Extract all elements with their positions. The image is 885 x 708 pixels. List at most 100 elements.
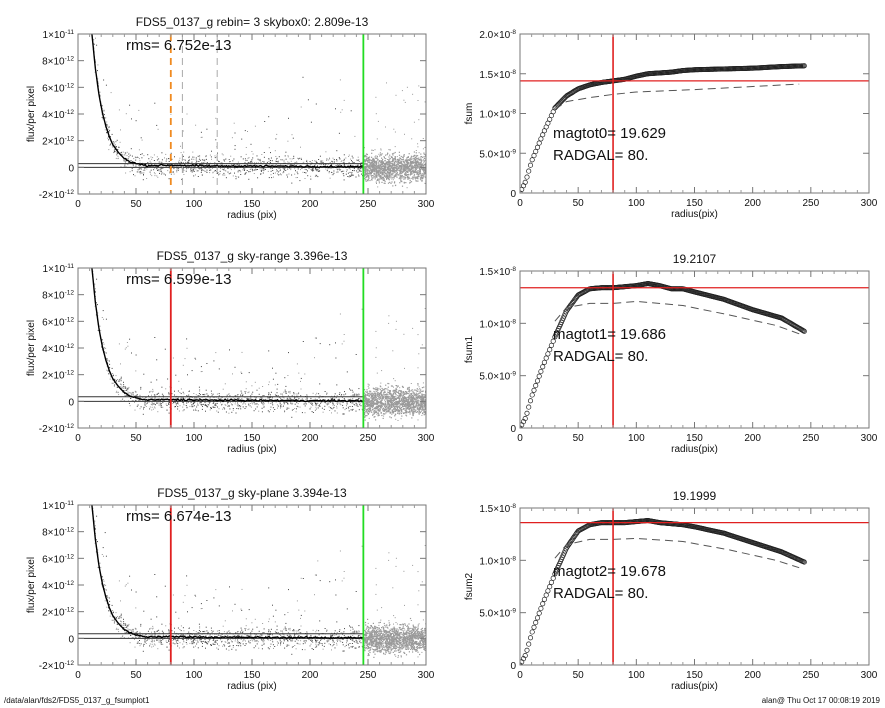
scatter-point [240,156,242,158]
scatter-point [234,168,236,170]
scatter-point [395,159,397,161]
scatter-point [368,174,370,176]
scatter-point [403,99,405,101]
scatter-point [368,394,370,396]
scatter-point [404,159,406,161]
scatter-point [359,404,361,406]
scatter-point [256,406,258,408]
scatter-point [169,401,171,403]
scatter-point [237,394,239,396]
scatter-point [295,411,297,413]
scatter-point [274,150,276,152]
scatter-point [332,157,334,159]
scatter-point [364,159,366,161]
scatter-point [387,177,389,179]
scatter-point [220,402,222,404]
scatter-point [259,160,261,162]
scatter-point [202,405,203,407]
scatter-point [410,383,412,384]
scatter-point [300,395,302,397]
scatter-point [301,167,303,169]
scatter-point [394,164,396,166]
scatter-point [370,172,372,174]
scatter-point [218,368,220,370]
scatter-point [386,154,388,156]
scatter-point [304,403,306,405]
scatter-point [422,394,424,396]
scatter-point [315,403,316,404]
scatter-point [394,409,396,411]
scatter-point [262,395,263,397]
scatter-point [322,162,324,163]
scatter-point [142,397,144,399]
scatter-point [392,160,394,162]
scatter-point [396,397,398,399]
scatter-point [205,404,207,406]
scatter-point [206,171,208,173]
scatter-point [249,405,251,407]
scatter-point [418,172,420,174]
scatter-point [250,168,252,170]
scatter-point [234,403,236,405]
scatter-point [188,162,189,164]
scatter-point [396,176,398,178]
scatter-point [405,170,407,172]
scatter-point [342,170,344,172]
scatter-point [109,378,111,380]
scatter-point [250,406,252,408]
scatter-point [424,173,426,175]
scatter-point [402,161,404,163]
scatter-point [172,403,174,404]
scatter-point [419,178,422,180]
scatter-point [173,399,175,401]
scatter-point [388,165,390,167]
scatter-point [340,171,342,173]
scatter-point [253,402,255,404]
scatter-point [108,139,110,141]
scatter-point [198,167,200,169]
scatter-point [419,169,422,171]
scatter-point [102,310,104,312]
scatter-point [404,168,406,170]
scatter-point [364,175,366,177]
scatter-point [350,409,352,411]
scatter-point [385,165,387,167]
scatter-point [297,177,298,178]
scatter-point [404,133,405,135]
scatter-point [391,181,393,183]
scatter-point [175,403,177,405]
scatter-point [404,367,405,369]
scatter-point [87,205,88,206]
scatter-point [293,155,295,157]
scatter-point [195,162,197,164]
scatter-point [184,163,186,165]
scatter-point [406,170,408,172]
scatter-point [90,240,91,241]
scatter-point [128,161,130,163]
scatter-point [373,390,375,392]
scatter-point [317,176,319,178]
scatter-point [376,392,378,394]
scatter-point [339,313,341,315]
scatter-point [319,161,321,163]
scatter-point [131,168,133,170]
scatter-point [133,174,134,176]
scatter-point [236,395,238,397]
scatter-point [239,163,241,165]
scatter-point [190,396,192,398]
scatter-point [360,163,361,165]
scatter-point [388,179,390,181]
scatter-point [240,390,242,392]
scatter-point [392,158,394,160]
scatter-point [283,391,285,393]
scatter-point [268,163,270,165]
scatter-point [381,162,383,164]
scatter-point [94,71,96,73]
scatter-point [415,406,417,408]
scatter-point [380,171,382,173]
scatter-point [78,6,79,7]
x-tick-label: 250 [802,198,819,209]
scatter-point [394,158,396,160]
scatter-point [154,397,156,399]
scatter-point [343,398,345,400]
